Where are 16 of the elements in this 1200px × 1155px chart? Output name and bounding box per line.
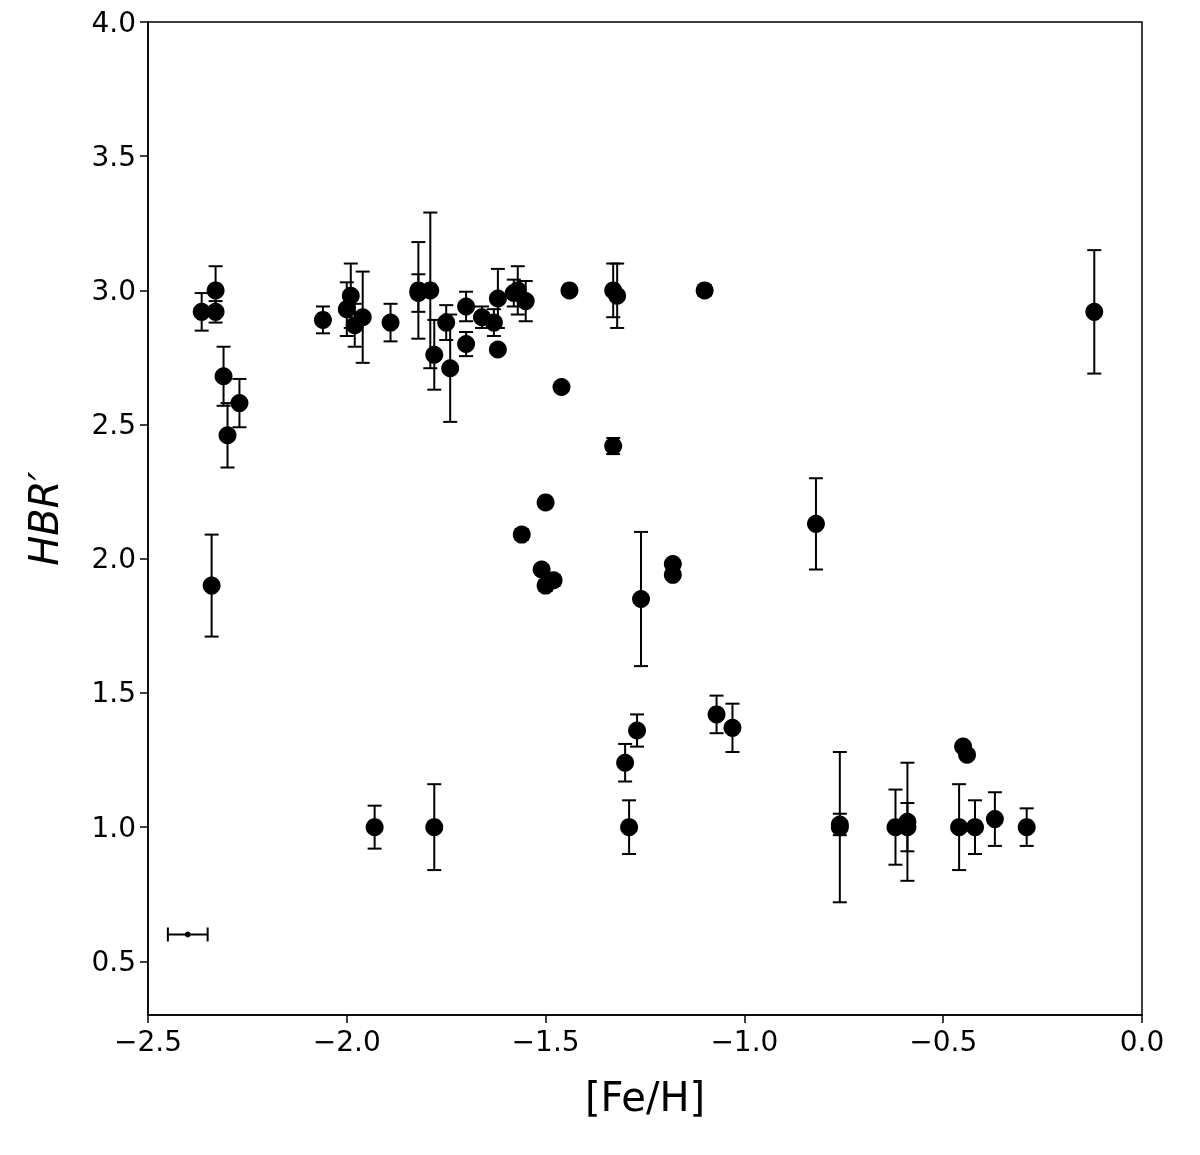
y-tick-label: 0.5 xyxy=(91,944,136,978)
y-tick-label: 2.5 xyxy=(91,408,136,442)
y-tick-label: 1.0 xyxy=(91,810,136,844)
y-tick-label: 3.0 xyxy=(91,273,136,307)
y-axis-title: HBR′ xyxy=(21,471,67,566)
x-axis-title: [Fe/H] xyxy=(584,1074,706,1120)
x-tick-label: 0.0 xyxy=(1119,1024,1165,1058)
y-tick-label: 1.5 xyxy=(91,676,136,710)
x-tick-label: −1.5 xyxy=(511,1024,580,1058)
y-tick-label: 3.5 xyxy=(91,139,136,173)
x-tick-label: −0.5 xyxy=(909,1024,978,1058)
x-tick-label: −1.0 xyxy=(710,1024,779,1058)
x-tick-label: −2.5 xyxy=(114,1024,182,1058)
y-tick-label: 4.0 xyxy=(91,5,136,39)
y-tick-label: 2.0 xyxy=(91,542,136,576)
x-tick-label: −2.0 xyxy=(312,1024,381,1058)
